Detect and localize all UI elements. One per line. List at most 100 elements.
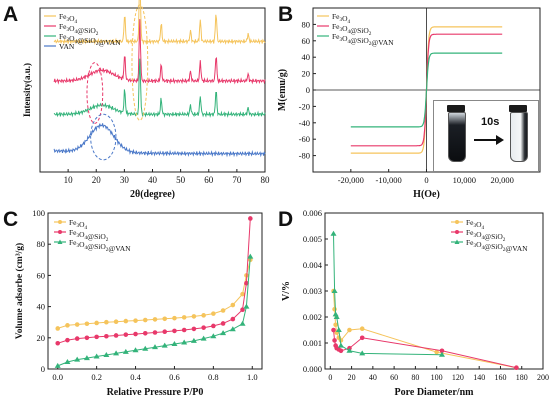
series-line	[53, 123, 266, 158]
data-point	[64, 358, 71, 364]
series-line	[53, 58, 266, 119]
data-point	[335, 327, 342, 332]
data-point	[94, 334, 99, 340]
x-tick-label: 0	[424, 175, 428, 185]
legend-marker	[455, 230, 459, 234]
y-tick-label: 20	[37, 333, 46, 343]
y-tick-label: -60	[299, 134, 310, 144]
x-tick-label: 180	[516, 373, 528, 382]
series-line	[53, 0, 266, 46]
data-point	[113, 333, 119, 338]
data-point	[201, 325, 206, 330]
data-point	[171, 341, 178, 347]
data-point	[122, 348, 129, 354]
data-point	[332, 338, 337, 343]
data-point	[240, 291, 245, 297]
x-tick-label: 50	[176, 175, 186, 185]
plot-frame	[324, 212, 544, 370]
legend-marker	[58, 220, 62, 224]
x-tick-label: 160	[494, 373, 506, 382]
x-axis-label: Pore Diameter/nm	[395, 387, 475, 398]
x-tick-label: 20,000	[490, 175, 513, 185]
xrd-chart: 10 20 30 40 50 60 70 80 2θ(degree) Intensity(a.u.…	[22, 0, 270, 200]
panel-a: 10 20 30 40 50 60 70 80 2θ(degree) Intensity(a.u.…	[0, 0, 275, 203]
data-point	[346, 347, 353, 353]
x-tick-label: 140	[473, 373, 485, 382]
data-point	[333, 314, 340, 319]
x-tick-label: 0	[328, 373, 332, 382]
data-point	[359, 350, 366, 356]
legend-label: Fe3O4	[332, 12, 351, 25]
highlight-ellipse	[131, 4, 149, 121]
vial-dispersed	[448, 112, 466, 162]
y-axis-label: Intensity(a.u.)	[22, 63, 32, 117]
x-tick-label: -10,000	[376, 175, 402, 185]
y-tick-label: 0.001	[303, 338, 322, 348]
x-tick-label: 70	[232, 175, 242, 185]
y-axis-label: V/%	[281, 281, 292, 301]
data-point	[211, 311, 216, 316]
y-axis-label: M(emu/g)	[277, 69, 288, 111]
data-point	[434, 349, 439, 355]
plot-frame	[47, 212, 263, 370]
data-point	[74, 336, 80, 341]
data-point	[65, 323, 70, 328]
x-tick-label: 0.8	[208, 372, 219, 382]
x-tick-label: 120	[452, 373, 464, 382]
data-point	[247, 253, 254, 259]
data-point	[142, 317, 148, 323]
x-tick-label: 0.0	[52, 372, 63, 382]
data-point	[337, 342, 344, 348]
x-tick-label: 200	[537, 373, 549, 382]
data-point	[332, 306, 337, 312]
legend-label: Fe3O4	[69, 218, 88, 231]
x-tick-label: 60	[390, 373, 398, 382]
series-line	[53, 19, 266, 85]
data-point	[239, 320, 246, 326]
magnetization-chart: -20,000 -10,000 0 10,000 20,000 -80 -60 -40 -20 0…	[277, 7, 541, 200]
data-point	[338, 348, 344, 354]
y-tick-label: 40	[302, 52, 311, 62]
arrow-right-icon	[474, 135, 504, 145]
vial-cap-right	[509, 105, 527, 112]
data-point	[359, 335, 365, 341]
data-point	[191, 314, 197, 319]
panel-b: -20,000 -10,000 0 10,000 20,000 -80 -60 -40 -20 0…	[275, 0, 550, 203]
highlight-ellipse	[90, 113, 117, 161]
y-tick-label: -80	[299, 151, 310, 161]
x-tick-label: 0.4	[130, 372, 141, 382]
x-tick-label: 40	[369, 373, 377, 382]
data-point	[181, 339, 188, 345]
legend-label: Fe3O4@SiO2	[466, 228, 506, 243]
x-tick-label: 1.0	[247, 372, 258, 382]
x-tick-label: 80	[411, 373, 419, 382]
x-tick-label: 30	[120, 175, 130, 185]
data-point	[333, 322, 338, 328]
data-point	[230, 302, 236, 308]
x-tick-label: 20	[348, 373, 356, 382]
y-tick-label: -20	[299, 101, 310, 111]
legend-marker	[454, 239, 460, 244]
y-tick-label: 0.004	[303, 260, 323, 270]
x-axis-label: H(Oe)	[413, 189, 440, 200]
y-tick-label: 0.002	[303, 312, 322, 322]
x-tick-label: 100	[431, 373, 443, 382]
data-point	[123, 318, 129, 324]
legend-marker	[58, 230, 62, 234]
series-line	[57, 218, 251, 344]
y-axis-label: Volume adsorbe (cm³/g)	[14, 243, 25, 339]
data-point	[74, 356, 81, 362]
series-line	[57, 259, 251, 329]
highlight-ellipse	[86, 62, 104, 124]
data-point	[200, 335, 207, 341]
vial-separated	[510, 112, 528, 162]
data-point	[181, 327, 187, 333]
data-point	[94, 320, 99, 326]
legend-label: Fe3O4	[466, 218, 485, 231]
x-axis-label: Relative Pressure P/P0	[107, 387, 204, 398]
x-tick-label: 0.6	[169, 372, 180, 382]
data-point	[347, 327, 352, 333]
legend-label: Fe3O4@SiO2	[332, 22, 372, 37]
legend-label: Fe3O4@SiO2	[69, 228, 109, 243]
data-point	[74, 322, 80, 327]
